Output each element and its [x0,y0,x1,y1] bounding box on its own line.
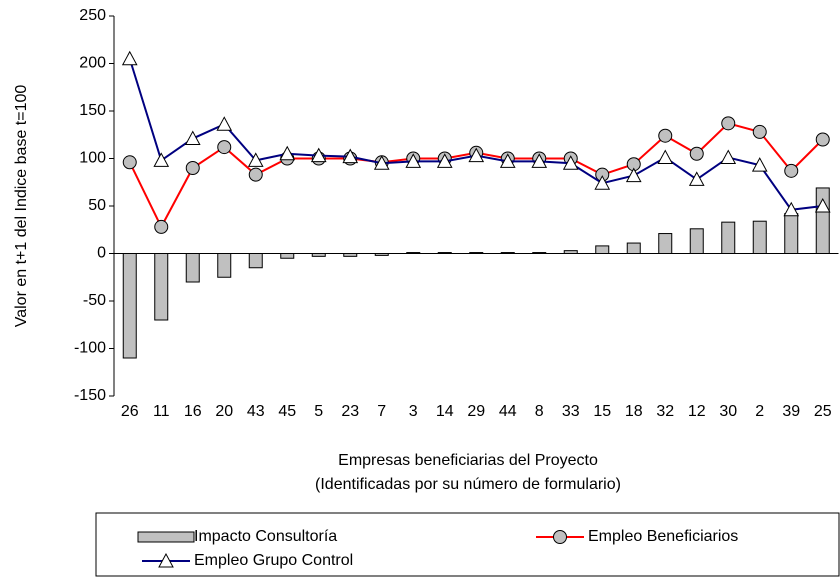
legend-label: Empleo Beneficiarios [588,528,738,545]
x-tick-label: 14 [436,403,454,420]
x-tick-label: 23 [341,403,359,420]
legend-label: Impacto Consultoría [194,528,337,545]
marker [184,130,201,146]
x-tick-label: 5 [314,403,323,420]
y-tick-label: 50 [88,197,106,214]
marker [751,157,768,172]
marker [247,152,264,167]
marker [783,201,800,217]
y-tick-label: 100 [79,150,106,167]
marker [310,147,327,163]
marker [784,163,799,178]
x-axis-label: Empresas beneficiarias del Proyecto [338,452,598,469]
marker [122,155,137,170]
x-tick-label: 7 [377,403,386,420]
marker [373,155,390,170]
x-axis-label: (Identificadas por su número de formular… [315,476,621,493]
marker [720,149,737,165]
marker [562,155,579,170]
marker [121,50,138,66]
line [128,122,824,230]
y-axis-label: Valor en t+1 del Indice base t=100 [13,85,30,328]
bar [217,253,232,278]
marker [342,148,359,164]
line [128,58,823,211]
y-tick-label: -150 [74,387,106,404]
bar [280,253,295,259]
bar [689,228,704,255]
y-tick-label: 150 [79,102,106,119]
marker [657,149,674,165]
marker [468,147,485,163]
marker [689,146,704,161]
bar [248,253,263,269]
legend-label: Empleo Grupo Control [194,552,353,569]
legend-swatch [137,531,195,543]
x-tick-label: 3 [409,403,418,420]
x-tick-label: 11 [153,403,170,420]
x-tick-label: 30 [719,403,737,420]
marker [248,167,263,182]
y-tick-label: 0 [97,245,106,262]
x-tick-label: 32 [656,403,674,420]
y-tick-label: 200 [79,55,106,72]
y-tick-label: 250 [79,7,106,24]
marker [217,140,232,155]
marker [815,132,830,147]
x-tick-label: 44 [499,403,517,420]
x-tick-label: 26 [121,403,139,420]
bar [185,253,200,283]
legend-marker [553,530,567,544]
bar [122,253,137,359]
y-tick-label: -100 [74,340,106,357]
marker [814,197,831,213]
x-tick-label: 16 [184,403,202,420]
marker [216,116,233,131]
x-tick-label: 18 [625,403,643,420]
marker [721,116,736,131]
legend-box [95,512,840,577]
bar [626,242,641,255]
y-tick-label: -50 [83,292,106,309]
marker [752,124,767,139]
x-tick-label: 12 [688,403,706,420]
bar [154,253,169,321]
x-tick-label: 43 [247,403,265,420]
marker [531,153,548,168]
x-tick-label: 29 [467,403,485,420]
bar [658,233,673,255]
marker [594,175,611,190]
bar [752,220,767,254]
bar [595,245,610,254]
x-tick-label: 39 [782,403,800,420]
marker [499,153,516,168]
bar [784,213,799,255]
x-tick-label: 15 [593,403,611,420]
x-tick-label: 8 [535,403,544,420]
x-tick-label: 20 [215,403,233,420]
x-tick-label: 45 [278,403,296,420]
marker [154,219,169,234]
marker [279,145,296,161]
marker [405,153,422,168]
x-tick-label: 25 [814,403,832,420]
legend-marker [158,552,174,568]
x-tick-label: 33 [562,403,580,420]
marker [153,152,170,167]
marker [185,161,200,175]
bar [815,187,830,254]
marker [436,153,453,168]
marker [688,171,705,186]
x-tick-label: 2 [755,403,764,420]
marker [658,128,673,143]
marker [625,167,642,183]
bar [721,221,736,254]
